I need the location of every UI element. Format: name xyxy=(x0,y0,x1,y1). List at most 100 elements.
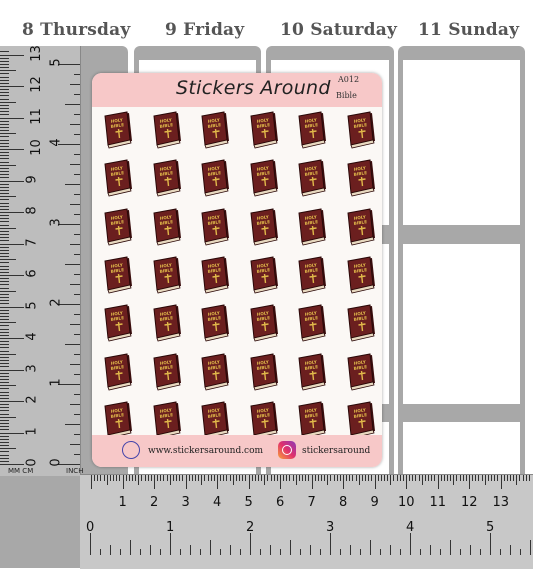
ruler-inch-tick xyxy=(74,234,80,235)
ruler-unit-inch: INCH xyxy=(66,467,84,475)
bible-sticker[interactable]: HOLY BIBLE xyxy=(151,256,181,294)
bible-sticker[interactable]: HOLY BIBLE xyxy=(345,401,375,439)
bible-sticker[interactable]: HOLY BIBLE xyxy=(248,111,278,149)
day-name: Saturday xyxy=(310,20,398,40)
ruler-cm-label: 10 xyxy=(398,495,415,510)
ruler-tick xyxy=(437,475,439,489)
website-link[interactable]: www.stickersaround.com xyxy=(148,446,264,456)
bible-sticker[interactable]: HOLY BIBLE xyxy=(151,208,181,246)
bible-sticker[interactable]: HOLY BIBLE xyxy=(296,256,326,294)
svg-text:HOLY: HOLY xyxy=(207,214,221,221)
bible-sticker[interactable]: HOLY BIBLE xyxy=(345,304,375,342)
ruler-tick xyxy=(245,475,247,481)
day-name: Friday xyxy=(183,20,245,40)
bible-sticker[interactable]: HOLY BIBLE xyxy=(296,208,326,246)
svg-text:BIBLE: BIBLE xyxy=(353,122,367,129)
bible-sticker[interactable]: HOLY BIBLE xyxy=(102,208,132,246)
bible-sticker[interactable]: HOLY BIBLE xyxy=(199,304,229,342)
ruler-tick xyxy=(128,475,130,481)
bible-sticker[interactable]: HOLY BIBLE xyxy=(345,352,375,390)
bible-sticker[interactable]: HOLY BIBLE xyxy=(345,111,375,149)
ruler-tick xyxy=(320,475,322,481)
ruler-tick xyxy=(179,475,181,481)
instagram-handle[interactable]: stickersaround xyxy=(302,446,371,456)
ruler-inch-tick xyxy=(360,549,361,555)
bible-sticker[interactable]: HOLY BIBLE xyxy=(102,352,132,390)
ruler-inch-tick xyxy=(74,94,80,95)
bible-sticker[interactable]: HOLY BIBLE xyxy=(102,159,132,197)
ruler-tick xyxy=(421,475,423,485)
day-number: 8 xyxy=(22,20,35,40)
bible-sticker[interactable]: HOLY BIBLE xyxy=(199,352,229,390)
ruler-inch-label: 2 xyxy=(48,298,64,307)
bible-sticker[interactable]: HOLY BIBLE xyxy=(248,401,278,439)
ruler-tick xyxy=(0,306,24,308)
horizontal-ruler: 1 2 3 4 5 6 7 8 9 10 11 12 13 0 1 2 3 4 5 xyxy=(80,474,533,569)
bible-sticker[interactable]: HOLY BIBLE xyxy=(151,304,181,342)
ruler-tick xyxy=(207,475,209,481)
ruler-tick xyxy=(487,475,489,481)
globe-icon xyxy=(122,441,140,459)
bible-sticker[interactable]: HOLY BIBLE xyxy=(199,111,229,149)
bible-sticker[interactable]: HOLY BIBLE xyxy=(102,256,132,294)
ruler-tick xyxy=(0,344,9,346)
bible-sticker[interactable]: HOLY BIBLE xyxy=(151,401,181,439)
ruler-tick xyxy=(283,475,285,481)
ruler-tick xyxy=(0,167,9,169)
bible-sticker[interactable]: HOLY BIBLE xyxy=(102,401,132,439)
ruler-inch-tick xyxy=(58,144,80,145)
ruler-tick xyxy=(513,475,515,481)
bible-sticker[interactable]: HOLY BIBLE xyxy=(248,159,278,197)
ruler-tick xyxy=(346,475,348,481)
ruler-tick xyxy=(0,95,9,97)
bible-sticker[interactable]: HOLY BIBLE xyxy=(296,352,326,390)
bible-sticker[interactable]: HOLY BIBLE xyxy=(199,208,229,246)
bible-sticker[interactable]: HOLY BIBLE xyxy=(151,111,181,149)
bible-sticker[interactable]: HOLY BIBLE xyxy=(296,304,326,342)
ruler-tick xyxy=(0,243,24,245)
ruler-tick xyxy=(0,104,9,106)
ruler-tick xyxy=(226,475,228,481)
ruler-tick xyxy=(0,67,9,69)
ruler-tick xyxy=(390,475,392,485)
ruler-tick xyxy=(330,475,332,481)
bible-sticker[interactable]: HOLY BIBLE xyxy=(296,401,326,439)
bible-sticker[interactable]: HOLY BIBLE xyxy=(199,401,229,439)
ruler-tick xyxy=(0,293,9,295)
bible-sticker[interactable]: HOLY BIBLE xyxy=(248,352,278,390)
bible-sticker[interactable]: HOLY BIBLE xyxy=(248,256,278,294)
bible-sticker[interactable]: HOLY BIBLE xyxy=(151,159,181,197)
bible-sticker[interactable]: HOLY BIBLE xyxy=(248,208,278,246)
sticker-sheet[interactable]: Stickers Around A012 Bible HOLY BIBLE HOLY… xyxy=(92,73,382,467)
svg-text:BIBLE: BIBLE xyxy=(304,364,318,371)
svg-text:HOLY: HOLY xyxy=(110,407,124,414)
ruler-tick xyxy=(0,63,9,65)
bible-sticker[interactable]: HOLY BIBLE xyxy=(296,111,326,149)
ruler-inch-tick xyxy=(74,294,80,295)
bible-sticker[interactable]: HOLY BIBLE xyxy=(345,159,375,197)
bible-sticker[interactable]: HOLY BIBLE xyxy=(102,111,132,149)
ruler-tick xyxy=(0,240,9,242)
bible-sticker[interactable]: HOLY BIBLE xyxy=(102,304,132,342)
bible-sticker[interactable]: HOLY BIBLE xyxy=(296,159,326,197)
svg-text:BIBLE: BIBLE xyxy=(110,364,124,371)
bible-sticker[interactable]: HOLY BIBLE xyxy=(248,304,278,342)
bible-sticker[interactable]: HOLY BIBLE xyxy=(199,256,229,294)
ruler-tick xyxy=(368,475,370,481)
ruler-tick xyxy=(0,76,9,78)
bible-sticker[interactable]: HOLY BIBLE xyxy=(151,352,181,390)
bible-sticker[interactable]: HOLY BIBLE xyxy=(199,159,229,197)
svg-text:HOLY: HOLY xyxy=(304,310,318,317)
ruler-cm-label: 6 xyxy=(24,269,40,278)
ruler-tick xyxy=(0,338,24,339)
bible-sticker[interactable]: HOLY BIBLE xyxy=(345,256,375,294)
bible-sticker[interactable]: HOLY BIBLE xyxy=(345,208,375,246)
ruler-tick xyxy=(462,475,464,481)
